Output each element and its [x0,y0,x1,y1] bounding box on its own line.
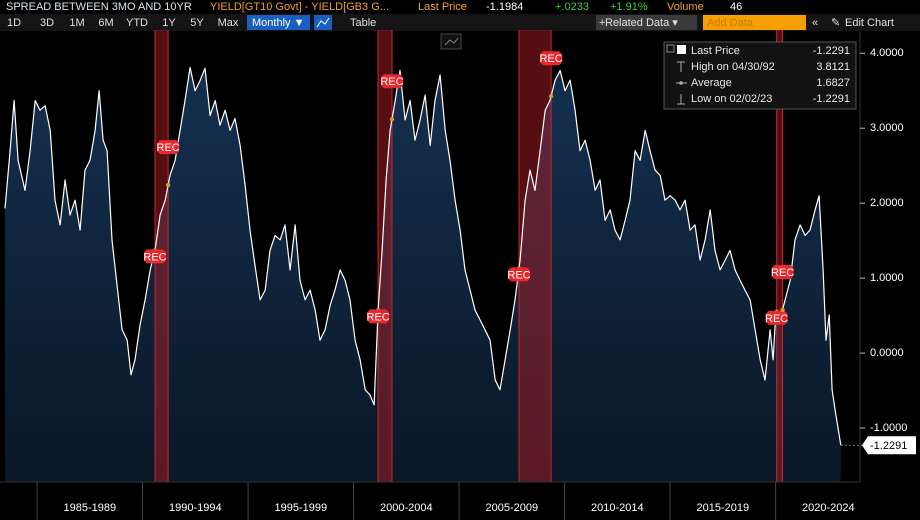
recession-marker[interactable] [508,267,531,282]
recession-band [519,30,552,482]
stat-value: 1.6827 [816,77,850,89]
stat-label: High on 04/30/92 [691,61,775,73]
last-value-label: -1.2291 [870,440,907,452]
chart-type-picker[interactable] [440,33,462,50]
frequency-button[interactable] [247,15,310,30]
recession-label: REC [156,142,179,154]
related-plus: + [599,17,605,29]
formula: YIELD[GT10 Govt] - YIELD[GB3 G... [210,1,389,13]
legend [663,41,857,110]
recession-dot [389,117,395,122]
y-tick-label: 4.0000 [870,47,904,59]
add-data-placeholder[interactable]: Add Data [707,17,754,29]
legend-value: -1.2291 [813,45,850,57]
legend-collapse[interactable] [666,44,675,53]
related-label[interactable]: Related Data ▾ [605,17,678,29]
collapse-button[interactable]: « [812,17,818,29]
stat-label: Average [691,77,732,89]
recession-marker[interactable] [157,140,180,155]
recession-label: REC [507,269,530,281]
stat-label: Low on 02/02/23 [691,93,772,105]
frequency-label[interactable]: Monthly ▼ [252,17,304,29]
recession-label: REC [380,76,403,88]
stat-value: 3.8121 [816,61,850,73]
y-tick-label: 3.0000 [870,122,904,134]
x-tick-label: 2000-2004 [380,502,433,514]
x-tick-label: 2010-2014 [591,502,644,514]
range-button[interactable]: 1D [7,17,21,29]
table-button[interactable]: Table [350,17,376,29]
range-button[interactable]: 1Y [162,17,176,29]
recession-band [776,30,783,482]
area [5,67,841,482]
recession-marker[interactable] [540,51,563,66]
stat-value: -1.2291 [813,93,850,105]
recession-dot [165,182,171,188]
edit-chart-button[interactable]: Edit Chart [845,17,894,29]
add-data-input[interactable] [703,15,806,30]
legend-swatch [677,45,686,54]
legend-label: Last Price [691,45,740,57]
range-group: 1D 3D 1M 6M YTD 1Y 5Y Max [7,17,239,29]
recession-label: REC [771,267,794,279]
y-tick-label: 0.0000 [870,347,904,359]
x-tick-label: 2020-2024 [802,502,855,514]
change: +.0233 [555,1,589,13]
recession-marker[interactable] [367,309,390,324]
recession-label: REC [765,313,788,325]
last-price: -1.1984 [486,1,523,13]
recession-label: REC [366,311,389,323]
range-button[interactable]: 6M [98,17,113,29]
y-tick-label: -1.0000 [870,422,907,434]
recession-band [378,30,392,482]
recession-marker[interactable] [771,264,794,279]
stat-icon [679,81,683,85]
range-button[interactable]: 3D [40,17,54,29]
recession-marker[interactable] [380,74,403,89]
volume-label: Volume [667,1,704,13]
x-tick-label: 1990-1994 [169,502,222,514]
recession-label: REC [143,251,166,263]
range-button[interactable]: Max [218,17,239,29]
range-button[interactable]: YTD [126,17,148,29]
last-price-label: Last Price [418,1,467,13]
plot: REC REC REC REC REC REC REC REC [4,30,842,482]
x-tick-label: 2005-2009 [486,502,539,514]
volume: 46 [730,1,742,13]
recession-label: REC [539,53,562,65]
x-tick-label: 2015-2019 [697,502,750,514]
chart-type-icon [444,37,459,46]
line [4,66,842,446]
change-percent: +1.91% [610,1,648,13]
recession-marker[interactable] [144,249,167,264]
recession-dot [780,307,785,313]
stats: High on 04/30/92 3.8121 Average 1.6827 Low o… [676,61,850,105]
y-tick-label: 1.0000 [870,272,904,284]
related-button[interactable] [596,15,697,30]
x-tick-label: 1995-1999 [275,502,328,514]
recession-dot [548,94,554,99]
chart-style-icon [316,17,330,28]
recession-marker[interactable] [765,310,788,325]
range-button[interactable]: 1M [69,17,84,29]
range-button[interactable]: 5Y [190,17,204,29]
y-tick-label: 2.0000 [870,197,904,209]
last-value-tag [862,436,916,455]
x-tick-label: 1985-1989 [64,502,117,514]
edit-icon: ✎ [831,17,840,29]
security-title: SPREAD BETWEEN 3MO AND 10YR [6,1,192,13]
